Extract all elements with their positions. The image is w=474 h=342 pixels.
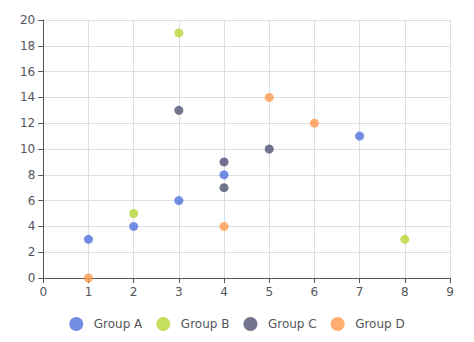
svg-text:2: 2	[130, 285, 138, 299]
svg-text:10: 10	[20, 142, 35, 156]
svg-text:2: 2	[28, 245, 36, 259]
svg-text:Group B: Group B	[181, 317, 230, 331]
svg-text:8: 8	[401, 285, 409, 299]
svg-text:12: 12	[20, 116, 35, 130]
svg-text:9: 9	[446, 285, 454, 299]
svg-text:14: 14	[20, 90, 35, 104]
svg-text:0: 0	[28, 271, 36, 285]
svg-text:4: 4	[220, 285, 228, 299]
svg-text:7: 7	[356, 285, 364, 299]
svg-text:Group A: Group A	[94, 317, 143, 331]
svg-text:8: 8	[28, 168, 36, 182]
svg-text:Group C: Group C	[268, 317, 317, 331]
svg-text:1: 1	[85, 285, 93, 299]
svg-text:6: 6	[28, 194, 36, 208]
svg-text:3: 3	[175, 285, 183, 299]
svg-text:0: 0	[39, 285, 47, 299]
svg-text:6: 6	[311, 285, 319, 299]
svg-text:16: 16	[20, 65, 35, 79]
svg-text:20: 20	[20, 13, 35, 27]
svg-text:18: 18	[20, 39, 35, 53]
svg-text:Group D: Group D	[355, 317, 405, 331]
svg-text:5: 5	[265, 285, 273, 299]
svg-text:4: 4	[28, 219, 36, 233]
